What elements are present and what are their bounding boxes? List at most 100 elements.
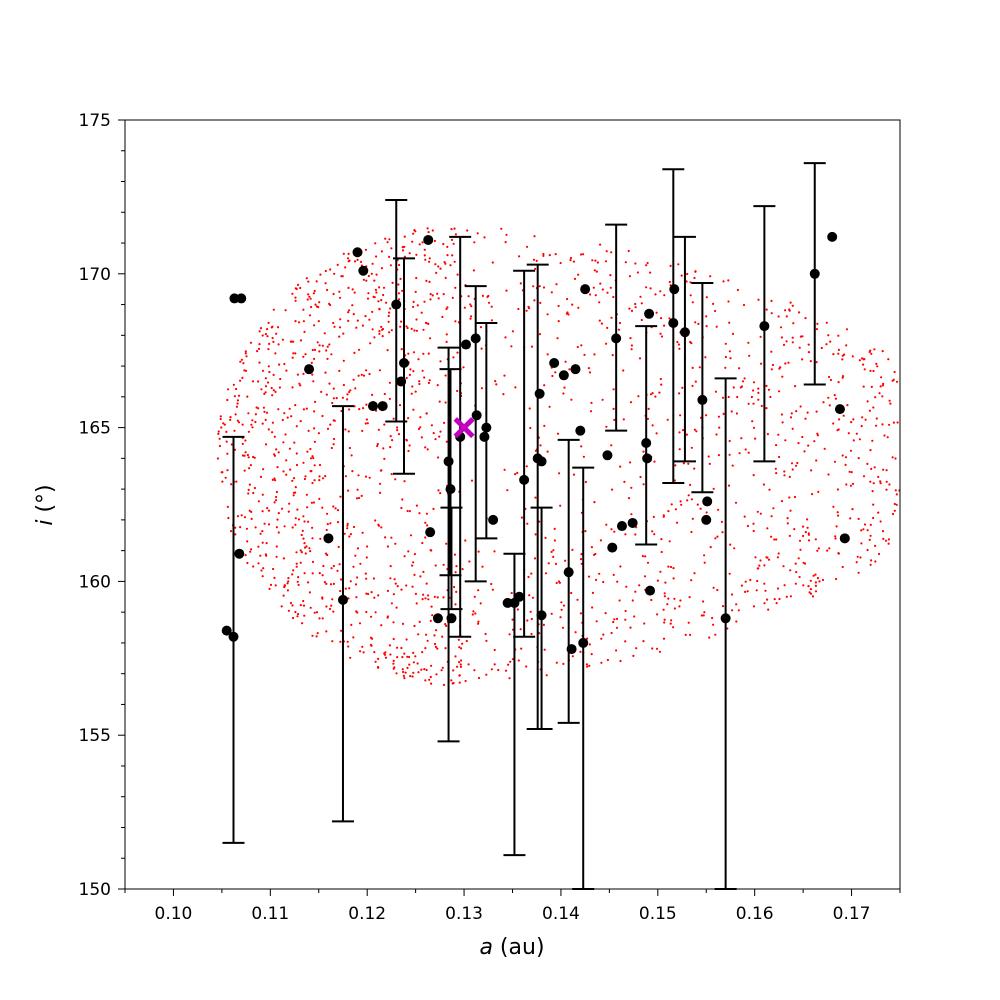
cloud-dot — [754, 437, 757, 440]
cloud-dot — [802, 534, 805, 538]
cloud-dot — [243, 469, 246, 472]
cloud-dot — [895, 380, 899, 383]
cloud-dot — [264, 553, 267, 556]
cloud-dot — [834, 537, 837, 540]
cloud-dot — [782, 343, 786, 346]
cloud-dot — [895, 503, 898, 506]
cloud-dot — [433, 595, 436, 598]
cloud-dot — [827, 473, 830, 476]
cloud-dot — [755, 589, 758, 592]
cloud-dot — [446, 245, 449, 248]
cloud-dot — [311, 526, 314, 529]
cloud-dot — [297, 518, 300, 521]
cloud-dot — [225, 440, 228, 443]
cloud-dot — [845, 483, 848, 486]
cloud-dot — [317, 432, 320, 435]
cloud-dot — [247, 456, 250, 459]
cloud-dot — [609, 274, 612, 277]
cloud-dot — [429, 619, 432, 623]
cloud-dot — [307, 581, 310, 584]
cloud-dot — [290, 415, 293, 418]
cloud-dot — [380, 299, 383, 302]
cloud-dot — [336, 509, 340, 512]
cloud-dot — [615, 649, 618, 652]
cloud-dot — [758, 564, 761, 567]
cloud-dot — [872, 406, 875, 409]
cloud-dot — [452, 242, 455, 245]
cloud-dot — [302, 515, 305, 518]
cloud-dot — [366, 297, 370, 300]
cloud-dot — [425, 582, 428, 585]
cloud-dot — [837, 514, 840, 517]
cloud-dot — [629, 461, 632, 464]
cloud-dot — [852, 439, 855, 442]
cloud-dot — [437, 297, 440, 300]
cloud-dot — [677, 263, 680, 266]
cloud-dot — [785, 315, 788, 318]
cloud-dot — [436, 292, 439, 295]
cloud-dot — [490, 305, 493, 308]
reference-marker — [453, 417, 475, 439]
cloud-dot — [887, 538, 891, 541]
cloud-dot — [346, 398, 349, 401]
cloud-dot — [401, 668, 404, 671]
cloud-dot — [251, 419, 254, 422]
cloud-dot — [803, 562, 807, 565]
cloud-dot — [765, 556, 768, 559]
cloud-dot — [346, 524, 349, 527]
cloud-dot — [834, 397, 838, 400]
cloud-dot — [611, 354, 614, 357]
cloud-dot — [378, 369, 381, 372]
cloud-dot — [461, 642, 464, 645]
y-tick-label: 160 — [79, 572, 111, 592]
cloud-dot — [809, 592, 813, 595]
cloud-dot — [787, 361, 790, 364]
cloud-dot — [392, 621, 395, 624]
cloud-dot — [265, 542, 268, 545]
cloud-dot — [346, 393, 349, 396]
cloud-dot — [302, 461, 305, 464]
cloud-dot — [714, 537, 717, 540]
cloud-dot — [261, 510, 264, 513]
cloud-dot — [582, 455, 586, 458]
cloud-dot — [606, 326, 609, 329]
cloud-dot — [731, 609, 734, 612]
cloud-dot — [325, 349, 328, 352]
cloud-dot — [630, 309, 634, 312]
cloud-dot — [325, 582, 328, 586]
cloud-dot — [338, 563, 341, 566]
cloud-dot — [281, 507, 284, 510]
cloud-dot — [299, 420, 302, 423]
cloud-dot — [730, 410, 733, 413]
cloud-dot — [313, 289, 316, 293]
cloud-dot — [639, 475, 642, 479]
cloud-dot — [413, 329, 416, 332]
cloud-dot — [376, 442, 379, 446]
cloud-dot — [396, 646, 399, 649]
cloud-dot — [628, 307, 631, 310]
cloud-dot — [832, 505, 835, 508]
cloud-dot — [311, 373, 314, 376]
cloud-dot — [738, 367, 741, 370]
cloud-dot — [226, 469, 229, 472]
cloud-dot — [267, 365, 270, 368]
cloud-dot — [302, 308, 305, 311]
cloud-dot — [313, 324, 316, 327]
cloud-dot — [850, 421, 853, 424]
cloud-dot — [477, 620, 480, 623]
cloud-dot — [516, 471, 519, 474]
cloud-dot — [543, 648, 546, 651]
cloud-dot — [380, 267, 383, 270]
cloud-dot — [385, 301, 388, 304]
cloud-dot — [765, 384, 768, 387]
cloud-dot — [837, 334, 840, 337]
cloud-dot — [259, 532, 262, 535]
cloud-dot — [472, 269, 475, 272]
cloud-dot — [413, 573, 416, 577]
cloud-dot — [442, 293, 445, 296]
cloud-dot — [328, 343, 331, 346]
cloud-dot — [797, 442, 800, 445]
cloud-dot — [388, 311, 391, 314]
cloud-dot — [439, 492, 442, 495]
cloud-dot — [236, 399, 239, 402]
